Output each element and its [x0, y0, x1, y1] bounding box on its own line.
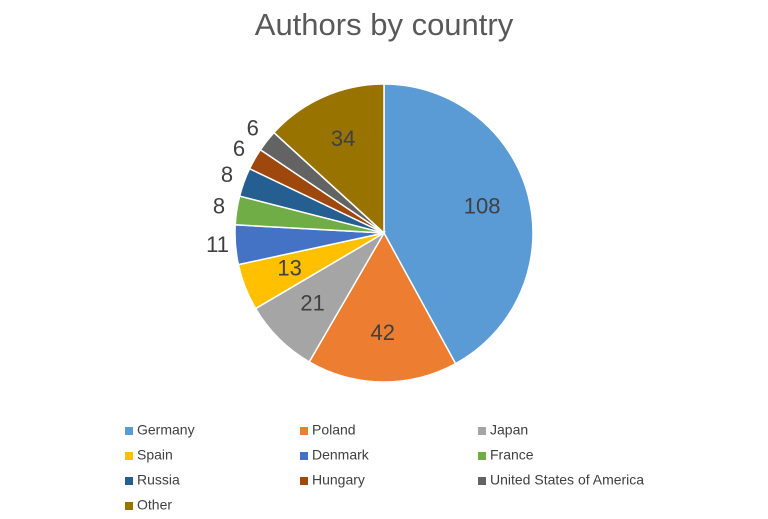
legend-label: Other — [137, 497, 172, 513]
legend-swatch — [125, 502, 133, 510]
data-label: 13 — [277, 256, 301, 281]
legend-label: Poland — [312, 422, 356, 438]
legend-swatch — [300, 427, 308, 435]
data-label: 34 — [331, 126, 355, 151]
legend-swatch — [125, 477, 133, 485]
legend-swatch — [478, 427, 486, 435]
data-label: 108 — [464, 194, 501, 219]
data-label: 6 — [247, 116, 259, 141]
legend-label: Japan — [490, 422, 528, 438]
legend-label: Germany — [137, 422, 195, 438]
pie-slice — [383, 83, 534, 365]
legend-swatch — [478, 477, 486, 485]
legend-swatch — [478, 452, 486, 460]
chart-title: Authors by country — [255, 7, 514, 42]
pie-slice — [272, 83, 385, 235]
data-label: 42 — [371, 320, 395, 345]
legend-label: Spain — [137, 447, 173, 463]
legend-label: United States of America — [490, 472, 644, 488]
pie-slice — [308, 231, 457, 383]
data-label: 8 — [213, 193, 225, 218]
legend-swatch — [125, 427, 133, 435]
data-label: 11 — [206, 232, 229, 257]
legend-swatch — [300, 452, 308, 460]
data-label: 21 — [300, 291, 324, 316]
legend-swatch — [125, 452, 133, 460]
legend-label: Russia — [137, 472, 180, 488]
data-label: 8 — [221, 162, 233, 187]
legend-label: France — [490, 447, 534, 463]
legend-label: Denmark — [312, 447, 370, 463]
legend-label: Hungary — [312, 472, 365, 488]
legend-swatch — [300, 477, 308, 485]
data-label: 6 — [233, 136, 245, 161]
